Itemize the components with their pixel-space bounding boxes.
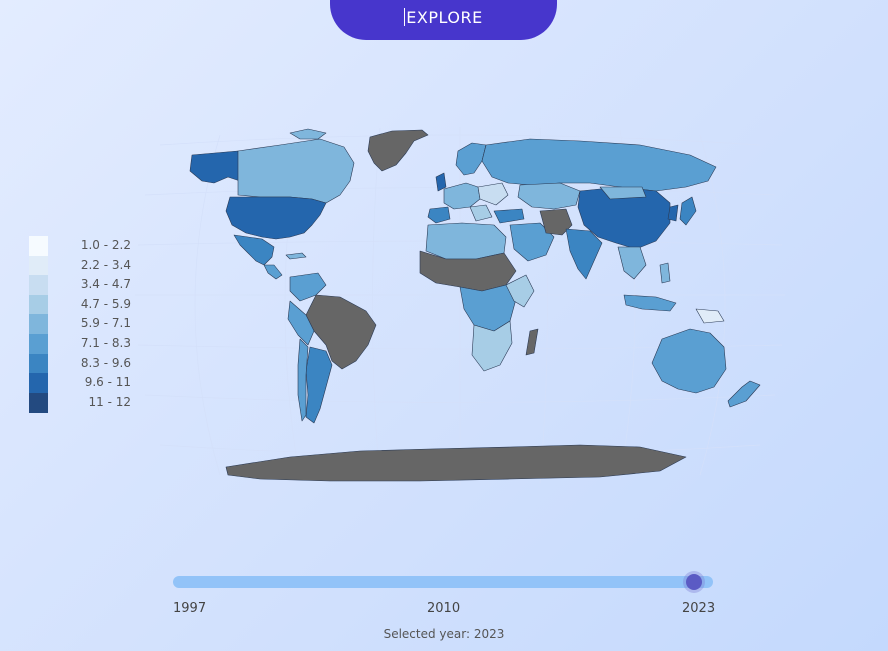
country-papua[interactable] bbox=[695, 308, 725, 324]
country-australia[interactable] bbox=[651, 328, 727, 394]
legend-label: 4.7 - 5.9 bbox=[80, 296, 131, 311]
country-canada[interactable] bbox=[237, 138, 355, 204]
world-map-svg[interactable] bbox=[130, 125, 790, 490]
country-mongolia[interactable] bbox=[599, 186, 647, 200]
legend-row: 2.2 - 3.4 bbox=[29, 255, 149, 276]
country-eastern-europe[interactable] bbox=[477, 182, 509, 206]
country-turkey[interactable] bbox=[493, 208, 525, 224]
legend-label: 2.2 - 3.4 bbox=[80, 257, 131, 272]
country-central-asia[interactable] bbox=[517, 182, 581, 210]
legend-row: 7.1 - 8.3 bbox=[29, 333, 149, 354]
country-new-zealand[interactable] bbox=[727, 380, 761, 408]
legend-row: 9.6 - 11 bbox=[29, 373, 149, 394]
legend-label: 9.6 - 11 bbox=[84, 375, 131, 390]
country-southern-africa[interactable] bbox=[471, 320, 513, 372]
country-indonesia[interactable] bbox=[623, 294, 677, 312]
legend-label: 5.9 - 7.1 bbox=[80, 316, 131, 331]
slider-mid-label: 2010 bbox=[427, 601, 461, 616]
country-mexico[interactable] bbox=[233, 234, 275, 266]
country-china[interactable] bbox=[577, 186, 671, 250]
legend-row: 1.0 - 2.2 bbox=[29, 236, 149, 256]
color-legend: 1.0 - 2.2 2.2 - 3.4 3.4 - 4.7 4.7 - 5.9 … bbox=[29, 236, 149, 413]
country-russia[interactable] bbox=[481, 138, 717, 192]
country-greenland[interactable] bbox=[367, 129, 429, 172]
country-philippines[interactable] bbox=[659, 262, 671, 284]
slider-max-label: 2023 bbox=[682, 601, 716, 616]
country-japan[interactable] bbox=[679, 196, 697, 226]
map-graticule bbox=[135, 127, 785, 485]
country-argentina[interactable] bbox=[305, 346, 333, 424]
legend-swatch bbox=[29, 294, 48, 315]
explore-button-label: EXPLORE bbox=[406, 8, 483, 27]
legend-swatch bbox=[29, 275, 48, 296]
country-canada-islands[interactable] bbox=[289, 128, 327, 140]
country-north-africa[interactable] bbox=[425, 222, 507, 260]
country-usa[interactable] bbox=[225, 196, 327, 240]
year-slider-track[interactable] bbox=[173, 574, 713, 590]
country-antarctica[interactable] bbox=[225, 444, 687, 482]
country-southeast-asia[interactable] bbox=[617, 246, 647, 280]
legend-label: 7.1 - 8.3 bbox=[80, 335, 131, 350]
country-western-europe[interactable] bbox=[443, 182, 481, 210]
legend-swatch bbox=[29, 314, 48, 335]
legend-swatch bbox=[29, 255, 48, 276]
selected-year-text: Selected year: 2023 bbox=[383, 627, 505, 641]
country-alaska[interactable] bbox=[189, 150, 241, 184]
country-uk[interactable] bbox=[435, 172, 447, 192]
legend-swatch bbox=[29, 333, 48, 354]
explore-button[interactable]: EXPLORE bbox=[330, 0, 557, 40]
legend-swatch bbox=[29, 353, 48, 374]
country-madagascar[interactable] bbox=[525, 328, 539, 356]
country-chile[interactable] bbox=[297, 338, 309, 422]
legend-row: 5.9 - 7.1 bbox=[29, 314, 149, 335]
legend-swatch bbox=[29, 392, 48, 413]
legend-label: 11 - 12 bbox=[88, 394, 132, 409]
legend-row: 8.3 - 9.6 bbox=[29, 353, 149, 374]
text-caret bbox=[404, 8, 406, 26]
legend-label: 3.4 - 4.7 bbox=[80, 277, 131, 292]
country-india[interactable] bbox=[565, 228, 603, 280]
legend-swatch bbox=[29, 373, 48, 394]
legend-swatch bbox=[29, 236, 48, 256]
legend-row: 3.4 - 4.7 bbox=[29, 275, 149, 296]
country-spain[interactable] bbox=[427, 206, 451, 224]
legend-label: 1.0 - 2.2 bbox=[80, 238, 131, 252]
slider-min-label: 1997 bbox=[173, 601, 207, 616]
country-caribbean[interactable] bbox=[285, 252, 307, 260]
year-slider-thumb[interactable] bbox=[686, 574, 703, 590]
country-middle-east[interactable] bbox=[509, 222, 555, 262]
legend-label: 8.3 - 9.6 bbox=[80, 355, 131, 370]
country-balkans[interactable] bbox=[469, 204, 493, 222]
choropleth-map[interactable] bbox=[130, 125, 790, 490]
legend-row: 11 - 12 bbox=[29, 392, 149, 413]
country-korea[interactable] bbox=[667, 204, 679, 222]
country-peru-bolivia[interactable] bbox=[287, 300, 315, 346]
legend-row: 4.7 - 5.9 bbox=[29, 294, 149, 315]
country-east-africa[interactable] bbox=[505, 274, 535, 308]
country-central-america[interactable] bbox=[263, 264, 283, 280]
country-scandinavia[interactable] bbox=[455, 142, 487, 176]
